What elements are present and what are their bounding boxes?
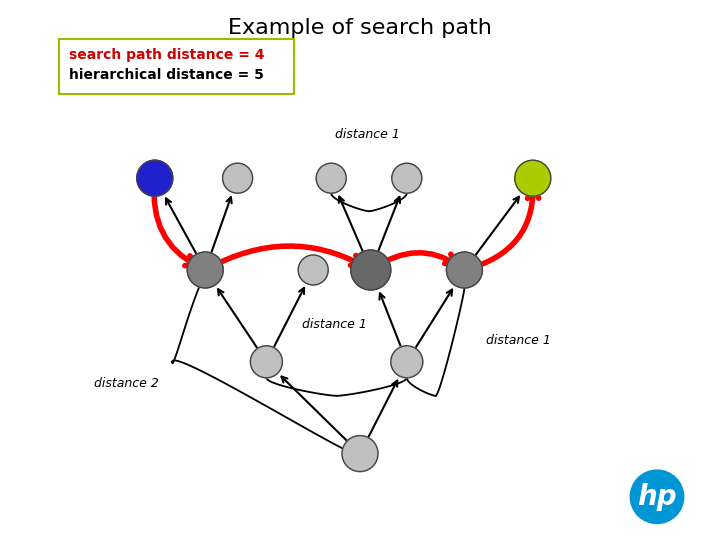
- Circle shape: [187, 252, 223, 288]
- Circle shape: [351, 250, 391, 290]
- Text: distance 1: distance 1: [335, 129, 400, 141]
- Circle shape: [342, 436, 378, 471]
- Text: hp: hp: [637, 483, 677, 511]
- Text: distance 1: distance 1: [486, 334, 551, 347]
- Circle shape: [222, 163, 253, 193]
- Circle shape: [316, 163, 346, 193]
- Text: Example of search path: Example of search path: [228, 18, 492, 38]
- Circle shape: [137, 160, 173, 196]
- FancyBboxPatch shape: [59, 38, 294, 94]
- Circle shape: [630, 470, 684, 524]
- Circle shape: [298, 255, 328, 285]
- Text: hierarchical distance = 5: hierarchical distance = 5: [69, 69, 264, 83]
- Circle shape: [391, 346, 423, 378]
- Circle shape: [251, 346, 282, 378]
- Circle shape: [446, 252, 482, 288]
- Text: distance 1: distance 1: [302, 318, 367, 330]
- Text: search path distance = 4: search path distance = 4: [69, 48, 265, 62]
- Circle shape: [392, 163, 422, 193]
- Text: distance 2: distance 2: [94, 377, 158, 390]
- Circle shape: [515, 160, 551, 196]
